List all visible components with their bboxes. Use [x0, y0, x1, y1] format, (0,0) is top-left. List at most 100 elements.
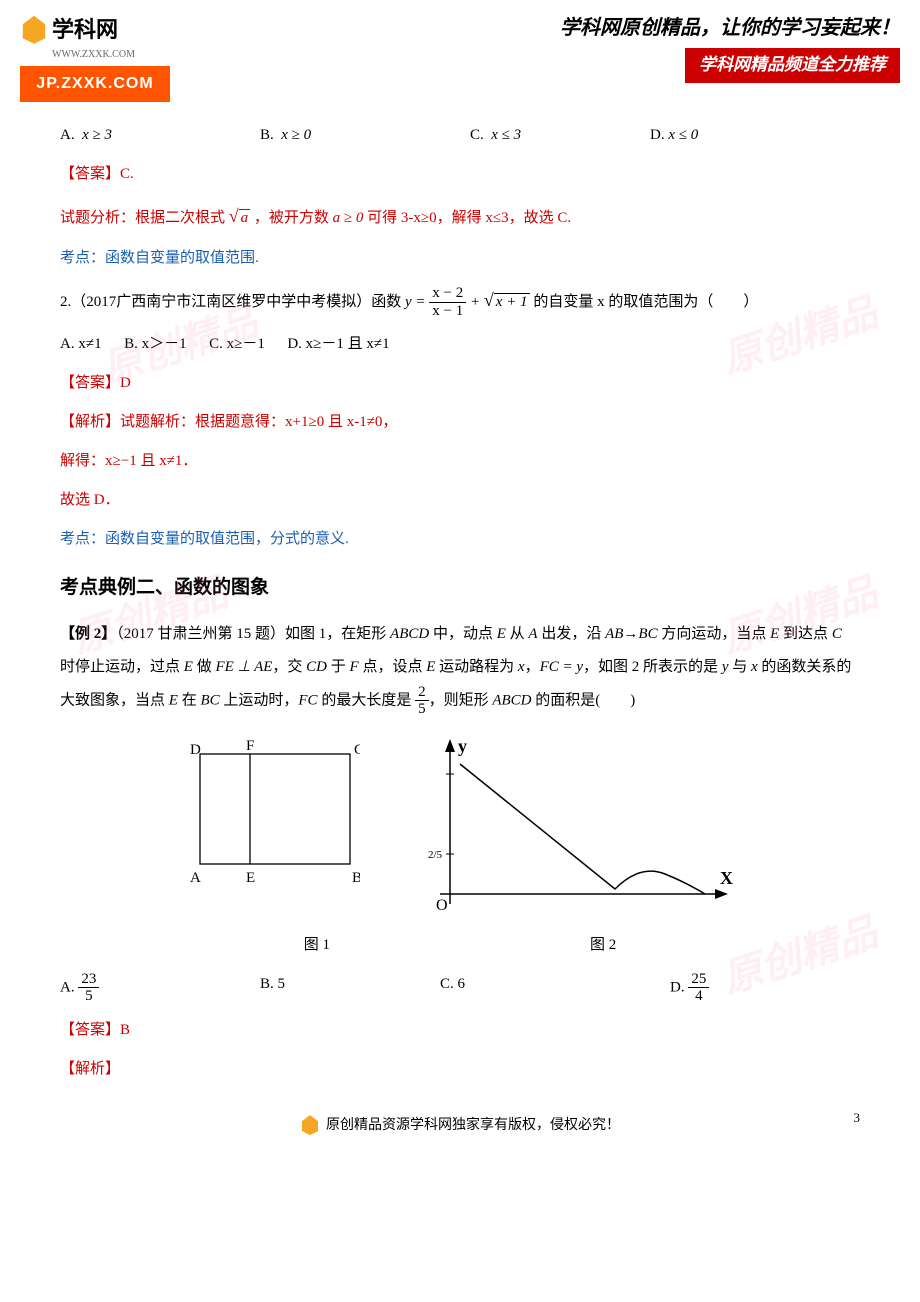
ex2-c: C. 6 [440, 971, 670, 1005]
ex2-d-num: 25 [688, 971, 709, 989]
fig2-caption: 图 2 [590, 932, 616, 959]
figure-1: D F C A E B [180, 734, 360, 894]
q1-opt-a-math: x ≥ 3 [82, 127, 112, 143]
t: 5 [415, 701, 429, 718]
fig2-y: y [458, 736, 467, 756]
t: E [426, 659, 435, 675]
t: 在 [178, 692, 201, 708]
q1-opt-a-label: A. [60, 127, 75, 143]
q1-opt-b-math: x ≥ 0 [281, 127, 311, 143]
q2-opt-c: C. x≥－1 [209, 336, 265, 352]
ex2-b: B. 5 [260, 971, 440, 1005]
t: 如图 1，在矩形 [285, 626, 390, 642]
footer-text: 原创精品资源学科网独家享有版权，侵权必究！ [326, 1113, 620, 1138]
ex2-d-den: 4 [688, 988, 709, 1005]
q2-analysis-2: 解得：x≥−1 且 x≠1． [60, 448, 860, 475]
q2-stem: 2.（2017广西南宁市江南区维罗中学中考模拟）函数 y = x − 2x − … [60, 284, 860, 320]
ex2-a-num: 23 [78, 971, 99, 989]
t: 的最大长度是 [318, 692, 416, 708]
t: 做 [193, 659, 216, 675]
q1-opt-d-math: x ≤ 0 [668, 127, 698, 143]
t: 从 [506, 626, 529, 642]
ex2-source: （2017 甘肃兰州第 15 题） [116, 626, 285, 642]
q2-answer: 【答案】D [60, 370, 860, 397]
t: E [770, 626, 779, 642]
q2-stem-suffix: 的自变量 x 的取值范围为（ ） [533, 294, 758, 310]
q1-options: A. x ≥ 3 B. x ≥ 0 C. x ≤ 3 D. x ≤ 0 [60, 122, 860, 149]
t: C [832, 626, 842, 642]
t: 出发，沿 [538, 626, 606, 642]
q1-analysis-cond: 可得 3-x≥0，解得 x≤3，故选 C. [367, 210, 571, 226]
t: ABCD [390, 626, 429, 642]
t: 2 [415, 684, 429, 702]
fig1-E: E [246, 870, 255, 886]
page-footer: 原创精品资源学科网独家享有版权，侵权必究！ [0, 1113, 920, 1158]
t: E [184, 659, 193, 675]
ex2-label: 【例 2】 [60, 626, 116, 642]
q1-opt-d-label: D. [650, 127, 665, 143]
section-2-title: 考点典例二、函数的图象 [60, 571, 860, 605]
q2-analysis-1: 【解析】试题解析：根据题意得：x+1≥0 且 x-1≠0， [60, 409, 860, 436]
t: 方向运动，当点 [658, 626, 771, 642]
ex2-options: A. 235 B. 5 C. 6 D. 254 [60, 971, 860, 1005]
t: A [528, 626, 537, 642]
q1-analysis: 试题分析：根据二次根式 √a ，被开方数 a ≥ 0 可得 3-x≥0，解得 x… [60, 200, 860, 232]
t: 时停止运动，过点 [60, 659, 184, 675]
t: E [169, 692, 178, 708]
t: ，如图 2 所表示的是 [583, 659, 722, 675]
t: FC = y [540, 659, 583, 675]
q2-opt-d: D. x≥－1 且 x≠1 [287, 336, 389, 352]
t: BC [200, 692, 219, 708]
q2-sqrt: x + 1 [494, 293, 530, 310]
t: 到达点 [779, 626, 832, 642]
fig1-A: A [190, 870, 201, 886]
t: F [350, 659, 359, 675]
q2-frac-num: x − 2 [429, 285, 466, 303]
t: CD [306, 659, 327, 675]
q2-formula-y: y = [405, 294, 429, 310]
figures-row: D F C A E B 2/5 y X O [60, 734, 860, 924]
t: FE ⊥ AE [215, 659, 272, 675]
q2-opt-a: A. x≠1 [60, 336, 102, 352]
figure-2: 2/5 y X O [410, 734, 740, 924]
q1-analysis-prefix: 试题分析：根据二次根式 [60, 210, 225, 226]
figure-captions: 图 1 图 2 [60, 932, 860, 959]
t: E [497, 626, 506, 642]
fig2-O: O [436, 897, 448, 914]
q1-answer: 【答案】C. [60, 161, 860, 188]
q2-options: A. x≠1 B. x＞－1 C. x≥－1 D. x≥－1 且 x≠1 [60, 331, 860, 358]
q1-opt-b-label: B. [260, 127, 274, 143]
page-header: 学科网 WWW.ZXXK.COM JP.ZXXK.COM 学科网原创精品，让你的… [0, 0, 920, 102]
brand-url: WWW.ZXXK.COM [52, 46, 170, 64]
logo-icon [20, 16, 48, 44]
ex2-a-den: 5 [78, 988, 99, 1005]
t: x [751, 659, 758, 675]
footer-icon [300, 1115, 320, 1135]
page-content: A. x ≥ 3 B. x ≥ 0 C. x ≤ 3 D. x ≤ 0 【答案】… [0, 102, 920, 1082]
t: FC [298, 692, 317, 708]
ex2-d-label: D. [670, 979, 685, 995]
q1-analysis-math: a ≥ 0 [333, 210, 364, 226]
q2-topic: 考点：函数自变量的取值范围，分式的意义. [60, 526, 860, 553]
t: x [518, 659, 525, 675]
t: ，交 [272, 659, 306, 675]
t: 的面积是( ) [532, 692, 636, 708]
fig1-caption: 图 1 [304, 932, 330, 959]
fig1-D: D [190, 742, 201, 758]
t: 运动路程为 [435, 659, 518, 675]
q1-opt-c-math: x ≤ 3 [491, 127, 521, 143]
t: ， [525, 659, 540, 675]
q2-analysis-3: 故选 D． [60, 487, 860, 514]
fig1-B: B [352, 870, 360, 886]
t: 上运动时， [220, 692, 299, 708]
ex2-analysis-label: 【解析】 [60, 1056, 860, 1083]
t: 点，设点 [359, 659, 427, 675]
fig1-C: C [354, 742, 360, 758]
q1-analysis-mid: ，被开方数 [254, 210, 329, 226]
t: ，则矩形 [429, 692, 493, 708]
q2-frac-den: x − 1 [429, 303, 466, 320]
brand-badge: JP.ZXXK.COM [20, 66, 170, 103]
q1-topic: 考点：函数自变量的取值范围. [60, 245, 860, 272]
fig2-tick: 2/5 [428, 849, 443, 861]
ex2-a-label: A. [60, 979, 75, 995]
